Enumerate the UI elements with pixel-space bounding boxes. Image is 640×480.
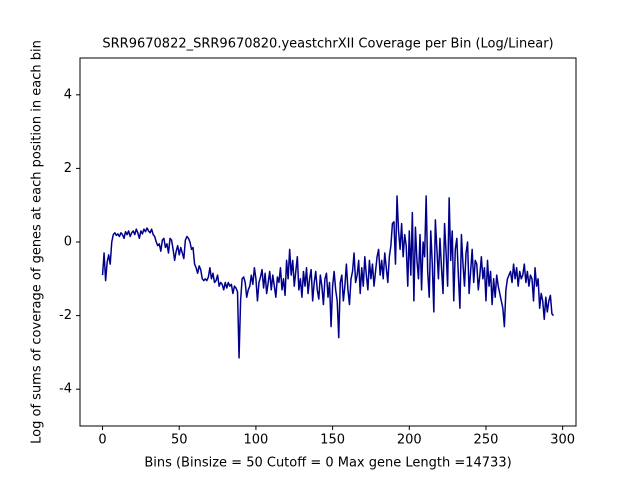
y-tick-label: -4 (59, 382, 72, 397)
x-axis-label: Bins (Binsize = 50 Cutoff = 0 Max gene L… (144, 456, 511, 471)
data-line (101, 195, 555, 359)
y-tick-label: -2 (59, 308, 72, 323)
x-tick-label: 250 (474, 433, 499, 448)
chart-title: SRR9670822_SRR9670820.yeastchrXII Covera… (102, 37, 553, 52)
y-axis-label: Log of sums of coverage of genes at each… (30, 40, 45, 444)
y-tick-label: 0 (64, 235, 72, 250)
x-tick-label: 100 (244, 433, 269, 448)
x-tick-label: 0 (98, 433, 106, 448)
y-tick-label: 4 (64, 87, 72, 102)
x-tick-label: 300 (550, 433, 575, 448)
y-tick-label: 2 (64, 161, 72, 176)
plot-frame (79, 57, 577, 427)
x-tick-label: 50 (171, 433, 188, 448)
x-tick-label: 200 (397, 433, 422, 448)
x-tick-label: 150 (320, 433, 345, 448)
